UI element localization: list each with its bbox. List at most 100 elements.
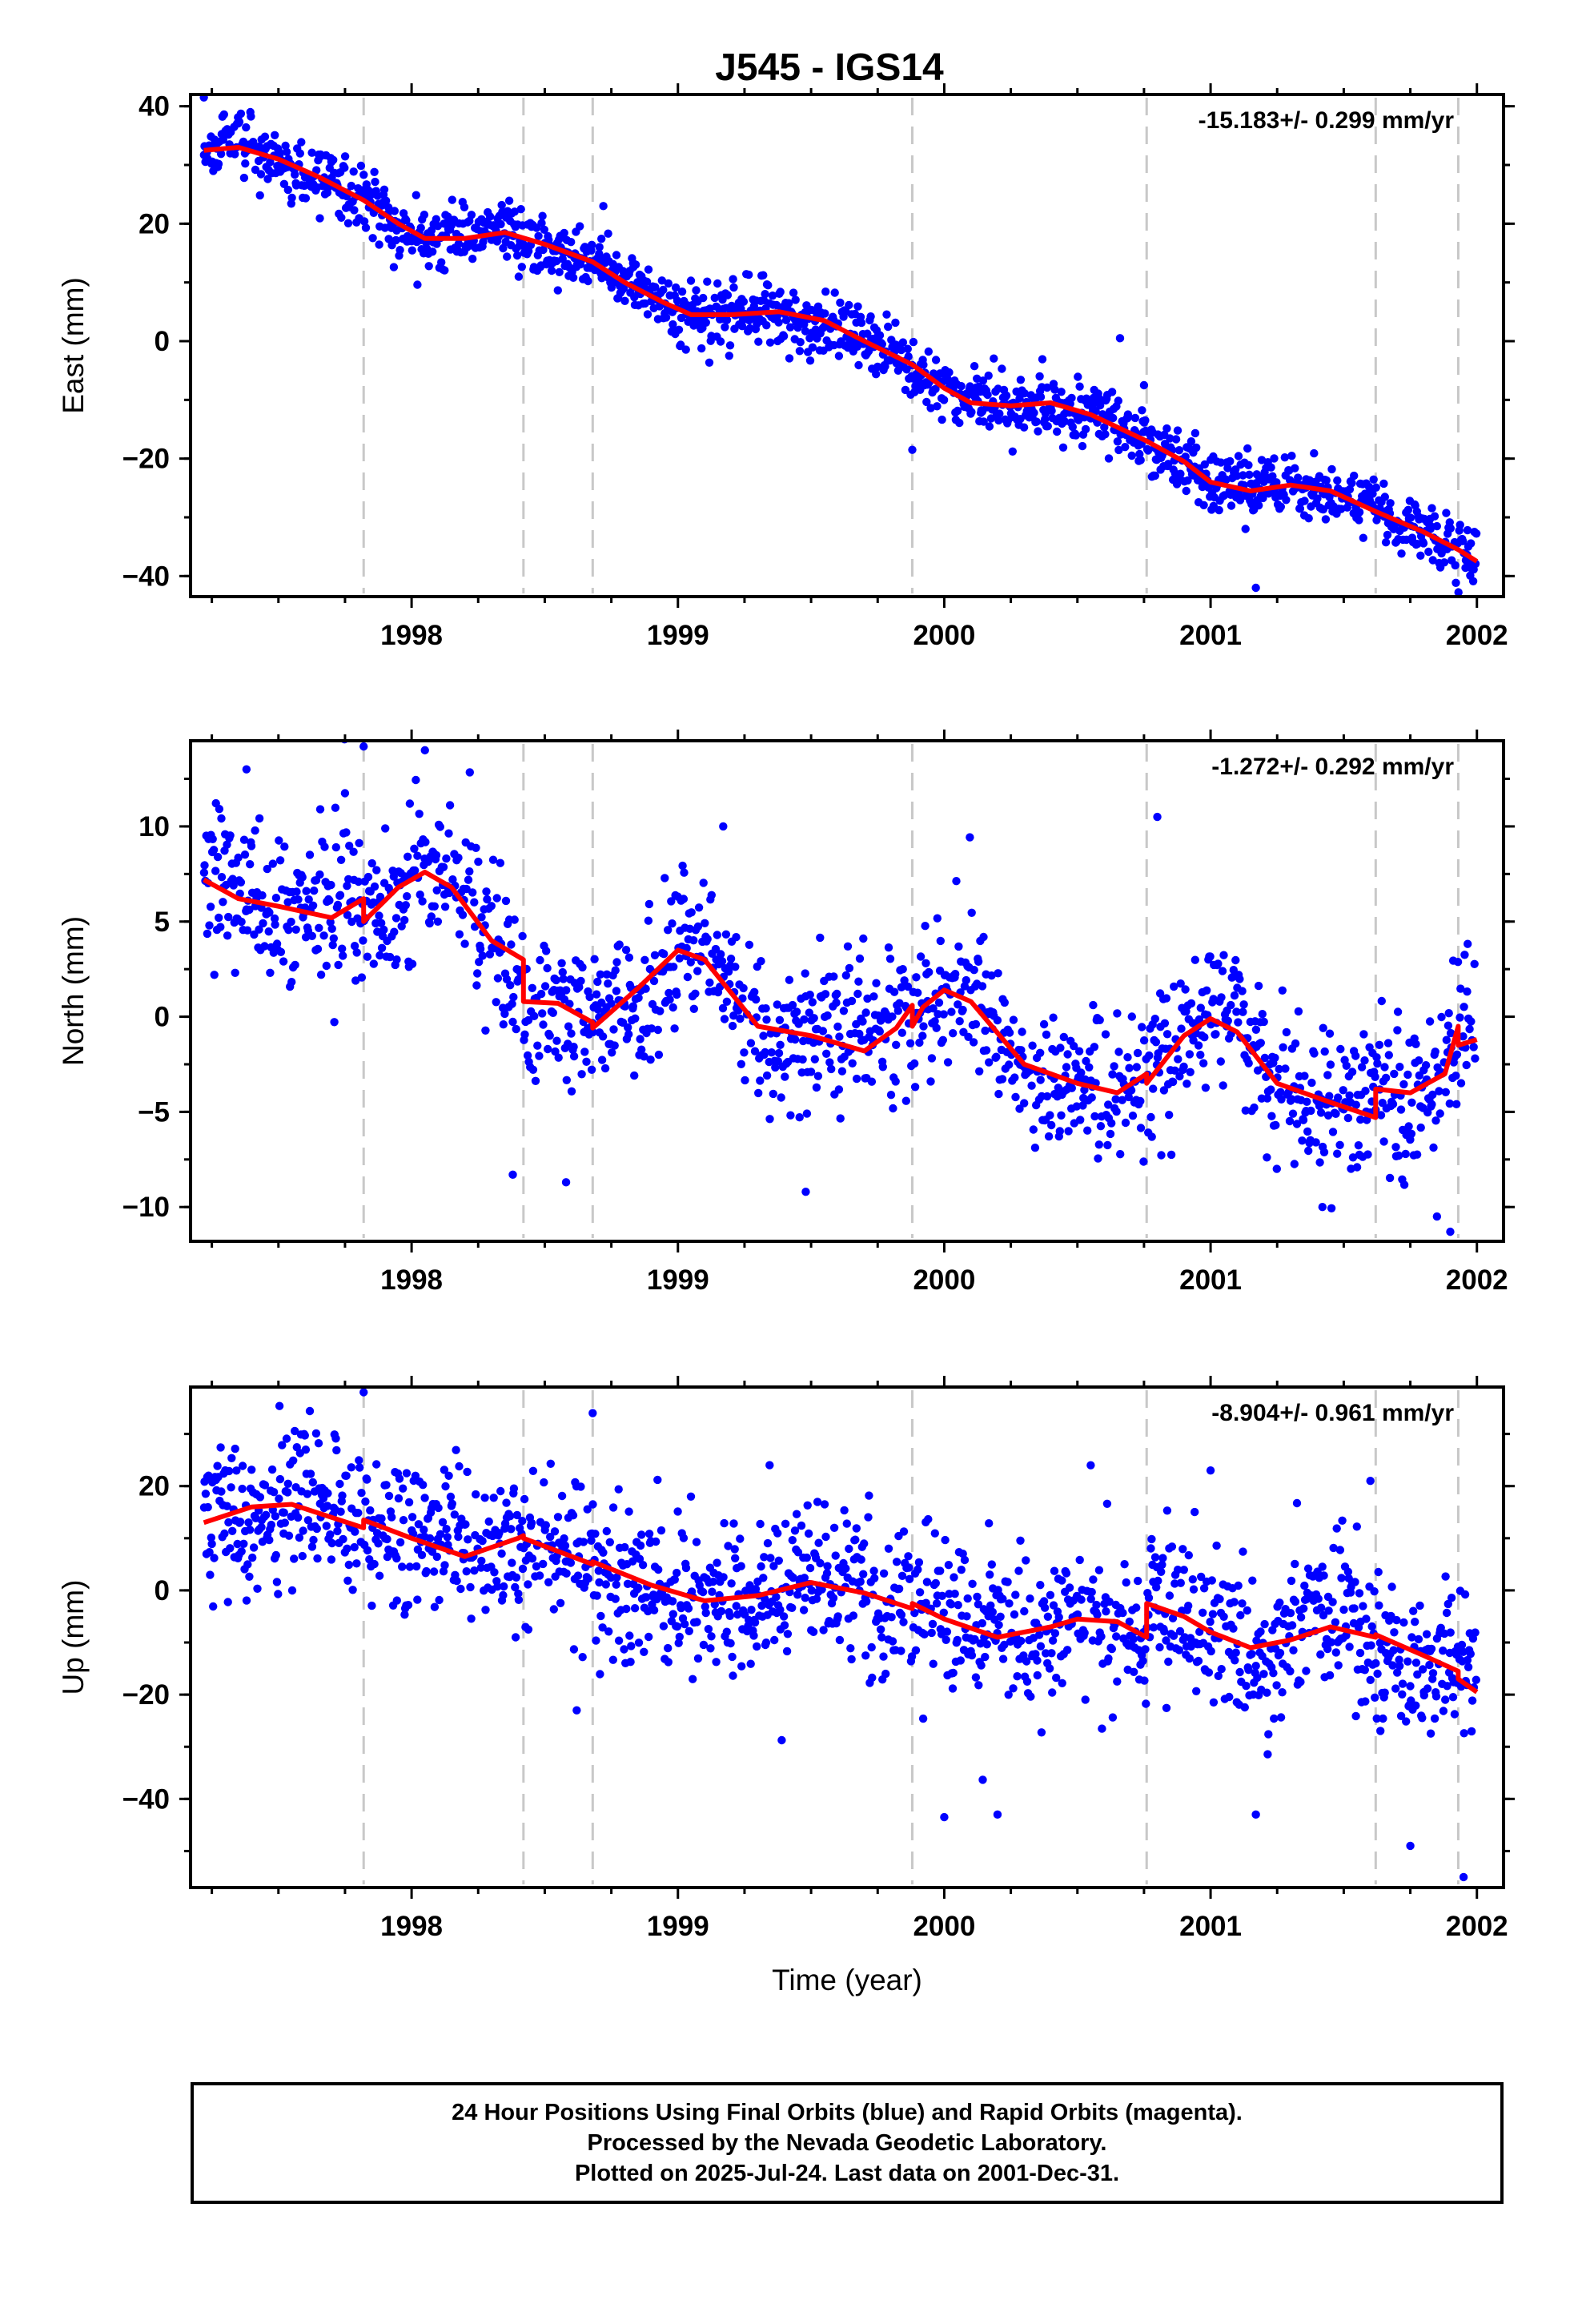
data-point	[842, 1519, 852, 1528]
data-point	[484, 1517, 493, 1526]
data-point	[779, 332, 789, 340]
data-point	[1062, 1569, 1071, 1578]
data-point	[262, 1510, 271, 1520]
data-point	[1304, 514, 1313, 523]
data-point	[1154, 1576, 1162, 1586]
data-point	[404, 1498, 414, 1507]
data-point	[514, 1595, 524, 1605]
y-tick-label: 10	[139, 811, 170, 842]
data-point	[1248, 1576, 1257, 1585]
data-point	[1437, 1012, 1446, 1022]
data-point	[1114, 1047, 1123, 1056]
y-axis-label: East (mm)	[57, 277, 90, 414]
data-point	[1096, 1122, 1106, 1131]
data-point	[899, 1618, 908, 1626]
data-point	[728, 1021, 737, 1031]
data-point	[926, 404, 935, 412]
data-point	[237, 917, 246, 927]
data-point	[1255, 501, 1263, 510]
data-point	[219, 110, 228, 119]
data-point	[439, 1567, 448, 1576]
data-point	[781, 316, 791, 324]
data-point	[1411, 1039, 1420, 1049]
data-point	[766, 1554, 775, 1562]
data-point	[843, 942, 853, 951]
data-point	[776, 1040, 785, 1050]
data-point	[1185, 1654, 1195, 1663]
data-point	[239, 173, 249, 183]
plot-frame	[189, 739, 1505, 1243]
data-point	[555, 267, 564, 276]
data-point	[1402, 1717, 1411, 1726]
data-point	[369, 959, 378, 968]
data-point	[1018, 1027, 1026, 1036]
data-point	[315, 805, 325, 814]
data-point	[1070, 1042, 1078, 1051]
data-point	[1039, 1019, 1049, 1029]
data-point	[631, 260, 640, 269]
data-point	[1030, 408, 1038, 417]
data-point	[1206, 952, 1215, 961]
data-point	[1428, 1669, 1438, 1678]
data-point	[692, 286, 701, 295]
data-point	[556, 1598, 565, 1608]
data-point	[267, 1520, 275, 1530]
data-point	[361, 1497, 370, 1506]
y-tick-label: 0	[155, 1002, 170, 1033]
data-point	[799, 1606, 809, 1614]
data-point	[827, 1064, 836, 1074]
data-point	[1319, 1148, 1329, 1157]
data-point	[475, 958, 484, 967]
data-point	[1139, 1157, 1148, 1166]
data-point	[1259, 493, 1267, 503]
data-point	[366, 1506, 375, 1515]
data-point	[1464, 939, 1472, 948]
data-point	[979, 417, 988, 426]
data-point	[909, 337, 918, 347]
data-point	[929, 1004, 938, 1013]
data-point	[249, 138, 258, 147]
data-point	[884, 943, 893, 952]
data-point	[1300, 1581, 1309, 1590]
data-point	[1303, 1127, 1312, 1136]
data-point	[686, 958, 695, 967]
data-point	[689, 1004, 698, 1014]
data-point	[1456, 521, 1464, 529]
data-point	[199, 94, 208, 102]
data-point	[1379, 1714, 1387, 1723]
data-point	[596, 970, 605, 979]
data-point	[1037, 1728, 1046, 1737]
data-point	[1173, 1566, 1182, 1574]
data-point	[287, 978, 296, 987]
data-point	[467, 211, 476, 219]
data-point	[591, 1530, 600, 1538]
data-point	[383, 1552, 392, 1562]
data-point	[707, 1632, 716, 1641]
data-point	[1445, 1099, 1455, 1108]
data-point	[604, 979, 612, 988]
data-point	[440, 266, 449, 275]
data-point	[816, 1558, 825, 1568]
data-point	[413, 851, 422, 860]
data-point	[313, 1554, 322, 1563]
data-point	[1380, 1688, 1389, 1697]
data-point	[829, 1523, 839, 1533]
data-point	[834, 1085, 844, 1094]
data-point	[1194, 1656, 1203, 1666]
data-point	[518, 931, 527, 941]
data-point	[512, 1024, 520, 1034]
data-point	[330, 1018, 339, 1027]
data-point	[1189, 1036, 1198, 1045]
data-point	[567, 1087, 576, 1096]
data-point	[207, 1539, 216, 1549]
data-point	[701, 318, 710, 327]
data-point	[1238, 1599, 1247, 1608]
data-point	[391, 914, 401, 923]
data-point	[413, 1595, 422, 1604]
data-point	[1097, 1632, 1106, 1641]
data-point	[602, 970, 612, 979]
figure-title: J545 - IGS14	[715, 46, 944, 89]
data-point	[790, 1526, 800, 1535]
data-point	[934, 998, 944, 1007]
rate-label: -1.272+/- 0.292 mm/yr	[1211, 754, 1454, 780]
